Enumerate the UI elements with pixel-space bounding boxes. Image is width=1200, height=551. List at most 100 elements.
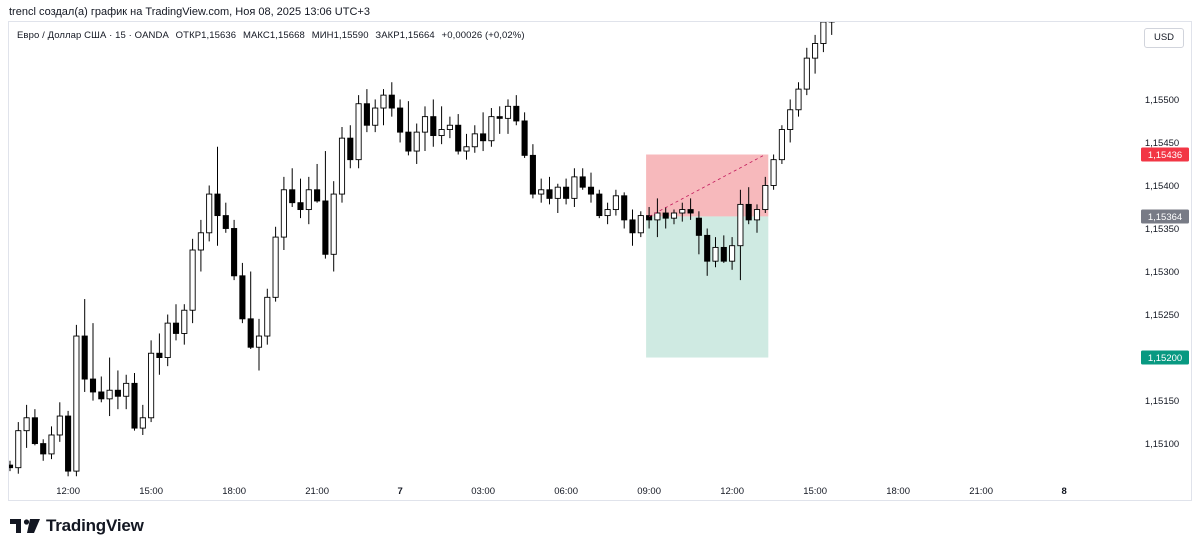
candle bbox=[621, 192, 628, 229]
candle-body bbox=[380, 94, 387, 109]
time-axis-label: 12:00 bbox=[56, 486, 80, 497]
candle-body bbox=[504, 105, 512, 119]
candle-body bbox=[488, 116, 495, 142]
ohlc-low: МИН1,15590 bbox=[311, 30, 369, 41]
candle-body bbox=[305, 189, 312, 211]
candle-body bbox=[264, 296, 271, 337]
candle-body bbox=[662, 212, 669, 219]
candle-body bbox=[106, 389, 113, 400]
candle bbox=[189, 238, 196, 324]
candle-body bbox=[587, 186, 595, 195]
candle bbox=[571, 168, 578, 207]
candle-body bbox=[81, 335, 88, 380]
candle-body bbox=[148, 352, 155, 419]
candle-body bbox=[554, 186, 561, 199]
candle bbox=[563, 178, 570, 205]
brand-name: TradingView bbox=[46, 516, 144, 535]
candle-body bbox=[189, 249, 196, 311]
candle-body bbox=[73, 335, 80, 472]
symbol-label: Евро / Доллар США · 15 · OANDA bbox=[17, 30, 169, 41]
candle bbox=[363, 89, 370, 133]
candle-body bbox=[612, 195, 619, 211]
price-chart[interactable]: 1,15100 1,15150 1,15250 1,15300 1,15350 1,154… bbox=[9, 22, 1192, 501]
candle-body bbox=[496, 116, 503, 119]
candle bbox=[579, 168, 586, 190]
candle bbox=[455, 114, 462, 155]
time-axis-label: 15:00 bbox=[139, 486, 163, 497]
price-axis-label: 1,15350 bbox=[1145, 224, 1179, 235]
chart-caption: trencl создал(а) график на TradingView.c… bbox=[9, 6, 370, 18]
price-tag-label: 1,15200 bbox=[1148, 353, 1182, 364]
chart-panel[interactable]: 1,15100 1,15150 1,15250 1,15300 1,15350 1,154… bbox=[8, 21, 1192, 501]
candle bbox=[753, 204, 761, 233]
candle bbox=[745, 187, 752, 225]
candle bbox=[471, 125, 478, 153]
candle bbox=[388, 82, 395, 117]
price-axis-label: 1,15500 bbox=[1145, 95, 1179, 106]
candle-body bbox=[405, 131, 412, 152]
candle bbox=[820, 22, 827, 53]
candle-body bbox=[695, 217, 702, 236]
candle bbox=[372, 99, 379, 133]
candle bbox=[803, 47, 810, 96]
candle bbox=[330, 181, 337, 272]
candle-body bbox=[363, 103, 370, 126]
candle-body bbox=[231, 228, 238, 277]
candle-body bbox=[538, 189, 545, 195]
candle-body bbox=[330, 193, 337, 255]
candle bbox=[554, 183, 561, 214]
candle bbox=[405, 101, 412, 156]
candle bbox=[123, 374, 130, 410]
candle-body bbox=[123, 382, 130, 397]
tradingview-logo-icon bbox=[10, 519, 40, 533]
candle-body bbox=[596, 193, 603, 217]
candle bbox=[646, 206, 653, 229]
time-axis-label: 8 bbox=[1061, 486, 1066, 497]
candle bbox=[504, 99, 512, 134]
candle bbox=[106, 357, 113, 417]
candle bbox=[114, 370, 121, 410]
candle bbox=[56, 402, 63, 442]
candle-body bbox=[197, 232, 204, 251]
candle bbox=[812, 34, 819, 74]
candle bbox=[413, 123, 420, 164]
candle bbox=[297, 178, 304, 219]
candle-body bbox=[181, 309, 188, 334]
candle-body bbox=[712, 246, 719, 262]
price-tag-current: 1,15364 bbox=[1141, 209, 1189, 224]
candle bbox=[338, 126, 346, 203]
candle-body bbox=[56, 415, 63, 436]
candle bbox=[463, 133, 470, 160]
candle-body bbox=[463, 146, 470, 152]
price-axis-label: 1,15250 bbox=[1145, 310, 1179, 321]
currency-button[interactable]: USD bbox=[1144, 28, 1184, 48]
time-axis-label: 15:00 bbox=[803, 486, 827, 497]
candle-body bbox=[621, 195, 628, 221]
candle bbox=[397, 99, 404, 143]
candle-body bbox=[347, 137, 354, 161]
candle bbox=[521, 112, 528, 158]
candle-body bbox=[579, 176, 586, 188]
candle bbox=[787, 99, 794, 143]
candle bbox=[197, 219, 204, 272]
candle-body bbox=[355, 103, 362, 161]
candle bbox=[23, 404, 30, 448]
candle-body bbox=[397, 107, 404, 133]
candle-body bbox=[762, 185, 769, 211]
candle bbox=[322, 151, 329, 259]
candle bbox=[679, 202, 686, 222]
candle-body bbox=[247, 318, 254, 348]
candle bbox=[438, 106, 445, 145]
candle-body bbox=[413, 131, 420, 152]
candle-body bbox=[314, 189, 321, 202]
candle-body bbox=[255, 335, 263, 348]
price-tag-bg bbox=[1141, 147, 1189, 162]
candle bbox=[538, 178, 545, 203]
candle bbox=[430, 99, 437, 147]
candle bbox=[181, 304, 188, 345]
time-axis-label: 18:00 bbox=[886, 486, 910, 497]
candle-body bbox=[737, 203, 744, 247]
candle bbox=[65, 410, 72, 477]
price-tag-label: 1,15436 bbox=[1148, 150, 1182, 161]
candle bbox=[662, 206, 669, 229]
